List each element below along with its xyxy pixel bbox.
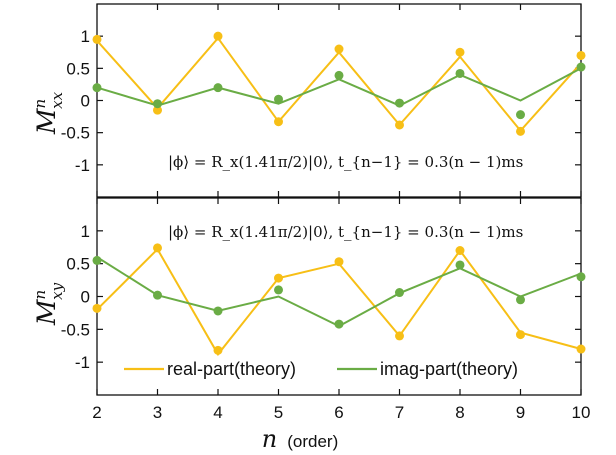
data-point-real-mxx [92,34,102,44]
data-point-real-mxy [395,331,404,341]
data-point-imag-mxx [213,83,223,93]
data-point-imag-mxy [92,255,102,265]
xtick-label: 8 [455,403,464,422]
ytick-label-mxx: 1 [81,27,90,46]
panel-mxx: -1 -0.5 0 0.5 1 [61,3,586,198]
ylabel-mxy: Mnxy [31,282,66,326]
annotation-mxx: |ϕ⟩ = R_x(1.41π/2)|0⟩, t_{n−1} = 0.3(n −… [168,153,523,171]
xtick-label: 7 [395,403,404,422]
data-point-real-mxx [153,105,162,115]
ytick-label-mxx: 0 [81,92,90,111]
panel-mxy: -1 -0.5 0 0.5 1 2 3 4 5 6 7 8 9 10 [61,197,591,422]
data-point-imag-mxy [213,306,223,316]
data-point-imag-mxx [455,68,465,78]
data-point-real-mxy [576,344,586,354]
data-point-real-mxy [213,345,223,355]
data-point-real-mxx [334,44,344,54]
legend: real-part(theory) imag-part(theory) [124,359,518,379]
data-point-imag-mxy [576,272,586,282]
data-point-imag-mxx [274,94,283,104]
ytick-label-mxx: -0.5 [61,124,90,143]
xtick-label: 10 [572,403,591,422]
data-point-imag-mxx [395,98,404,108]
xtick-label: 2 [92,403,101,422]
data-point-real-mxx [274,117,283,127]
data-point-real-mxy [153,243,162,253]
ytick-label-mxy: -1 [75,353,90,372]
data-point-real-mxx [455,47,465,57]
ytick-label-mxy: 1 [81,222,90,241]
data-point-real-mxy [92,303,102,313]
ytick-label-mxy: 0.5 [66,255,90,274]
data-point-imag-mxy [516,295,525,305]
data-point-real-mxy [516,330,525,340]
xlabel: n (order) [262,425,338,453]
xtick-label: 4 [213,403,222,422]
data-point-imag-mxx [153,99,162,109]
data-point-imag-mxx [92,83,102,93]
data-point-imag-mxx [516,110,525,120]
data-point-imag-mxy [153,290,162,300]
ytick-label-mxy: -0.5 [61,320,90,339]
ylabel-mxx: Mnxx [31,91,66,135]
data-point-imag-mxx [334,70,344,80]
data-point-imag-mxy [395,288,404,298]
data-point-imag-mxy [455,260,465,270]
data-point-real-mxx [516,126,525,136]
xtick-label: 5 [274,403,283,422]
data-point-imag-mxx [576,62,586,72]
data-point-real-mxx [213,31,223,41]
xtick-label: 3 [153,403,162,422]
ytick-label-mxx: -1 [75,156,90,175]
data-point-imag-mxy [334,319,344,329]
data-point-real-mxy [334,257,344,267]
data-point-real-mxx [395,120,404,130]
ytick-label-mxx: 0.5 [66,59,90,78]
xtick-label: 9 [516,403,525,422]
legend-label-real: real-part(theory) [167,359,296,379]
data-point-real-mxy [274,273,283,283]
annotation-mxy: |ϕ⟩ = R_x(1.41π/2)|0⟩, t_{n−1} = 0.3(n −… [168,223,523,241]
ytick-label-mxy: 0 [81,288,90,307]
legend-label-imag: imag-part(theory) [380,359,518,379]
data-point-real-mxy [455,246,465,256]
data-point-real-mxx [576,50,586,60]
xtick-label: 6 [334,403,343,422]
data-point-imag-mxy [274,285,283,295]
